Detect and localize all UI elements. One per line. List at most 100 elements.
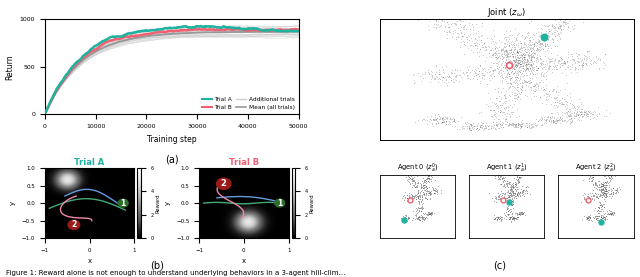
Point (412, 180, 422, 185)
Point (489, 172, 499, 176)
Point (559, 20, 569, 25)
Point (580, 197, 590, 202)
Point (461, 70, 471, 75)
Point (596, 187, 606, 191)
Point (493, 55, 504, 59)
Point (515, 123, 525, 127)
Point (502, 182, 512, 187)
Point (500, 49, 511, 53)
Point (481, 82, 492, 86)
Point (502, 196, 513, 200)
Point (431, 22, 442, 27)
Point (413, 208, 424, 212)
Point (523, 41, 533, 46)
Point (518, 211, 528, 216)
Point (433, 19, 444, 23)
Point (606, 173, 616, 178)
Point (422, 68, 433, 72)
Point (505, 191, 515, 196)
Point (490, 216, 500, 221)
Point (515, 58, 525, 62)
Point (503, 81, 513, 85)
Point (502, 207, 512, 212)
Point (566, 116, 576, 120)
Point (426, 176, 436, 181)
Point (530, 87, 540, 91)
Point (545, 120, 556, 124)
Point (541, 29, 551, 33)
Point (562, 100, 572, 104)
Point (440, 77, 451, 82)
Point (506, 84, 516, 88)
Point (513, 72, 524, 77)
Point (504, 98, 514, 102)
Point (612, 190, 623, 195)
Point (546, 57, 556, 61)
Point (412, 205, 422, 210)
Point (470, 42, 480, 47)
Point (522, 53, 532, 57)
Point (513, 194, 524, 198)
Point (517, 60, 527, 65)
Point (499, 86, 509, 90)
Point (507, 65, 517, 70)
Point (510, 59, 520, 63)
Point (451, 27, 461, 32)
Point (514, 191, 524, 196)
Point (544, 117, 554, 122)
Point (495, 63, 506, 67)
Point (504, 41, 514, 45)
Point (553, 59, 563, 63)
Point (504, 74, 515, 78)
Point (507, 98, 517, 102)
Point (426, 210, 436, 214)
Point (492, 124, 502, 129)
Point (418, 184, 428, 189)
Point (426, 167, 436, 171)
Point (597, 203, 607, 208)
Point (493, 191, 503, 195)
Point (550, 57, 560, 61)
Point (529, 44, 539, 48)
Point (490, 174, 500, 178)
Point (531, 43, 541, 48)
Point (511, 196, 522, 200)
Point (540, 88, 550, 92)
Point (520, 121, 531, 125)
Point (456, 34, 467, 39)
Point (507, 69, 517, 73)
Point (556, 36, 566, 40)
Point (594, 67, 604, 72)
Point (492, 96, 502, 100)
Point (421, 184, 431, 188)
Point (590, 214, 600, 219)
Point (490, 40, 500, 44)
Point (510, 56, 520, 60)
Point (449, 119, 460, 124)
Point (419, 188, 429, 192)
Point (564, 109, 575, 113)
Point (586, 178, 596, 183)
Point (563, 118, 573, 122)
Point (506, 40, 516, 45)
Point (510, 62, 520, 66)
Point (591, 209, 602, 214)
Point (506, 209, 516, 213)
Point (417, 219, 427, 223)
Point (425, 196, 435, 200)
Point (533, 57, 543, 61)
Point (512, 175, 522, 179)
Point (576, 118, 586, 122)
Point (596, 187, 606, 191)
Point (522, 44, 532, 49)
Point (483, 51, 493, 56)
Point (499, 213, 509, 217)
Point (399, 216, 410, 220)
Point (413, 206, 423, 210)
Point (508, 53, 518, 58)
Point (563, 52, 573, 56)
Point (502, 212, 512, 217)
Point (591, 195, 601, 199)
Point (559, 101, 569, 106)
Point (428, 118, 438, 122)
